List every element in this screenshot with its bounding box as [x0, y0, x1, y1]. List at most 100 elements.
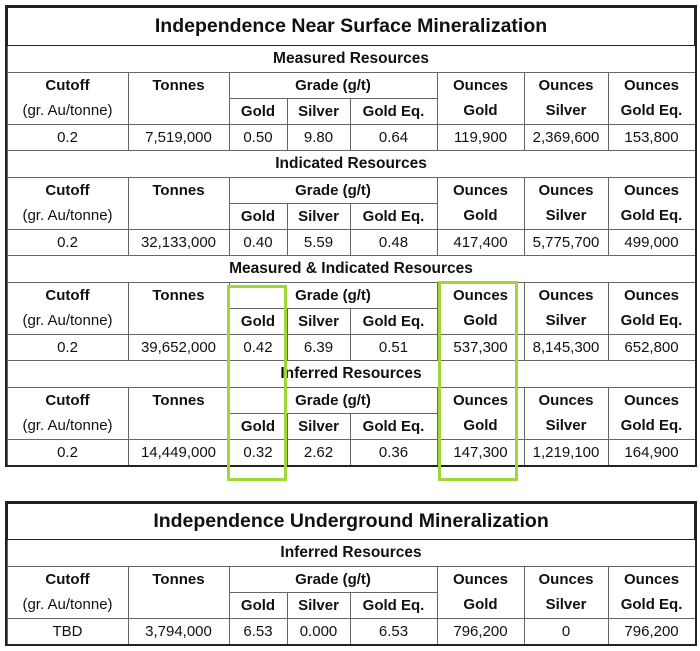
tonnes-header: Tonnes: [127, 281, 230, 308]
oz-silver-cell: 5,775,700: [523, 228, 609, 256]
silver-cell: 5.59: [286, 228, 351, 256]
oz-silver-cell: 1,219,100: [523, 438, 609, 466]
oz-gold-cell: 147,300: [436, 438, 525, 466]
tonnes-cell: 7,519,000: [127, 123, 230, 151]
oz-gold-eq-header: Gold Eq.: [607, 413, 696, 440]
gold-header: Gold: [228, 202, 288, 230]
table-row: TBD 3,794,000 6.53 0.000 6.53 796,200 0 …: [6, 617, 696, 645]
tonnes-header: Tonnes: [127, 565, 230, 592]
oz-silver-cell: 8,145,300: [523, 333, 609, 361]
oz-gold-cell: 119,900: [436, 123, 525, 151]
oz-gold-header: Gold: [436, 203, 525, 230]
cutoff-unit: (gr. Au/tonne): [6, 592, 129, 619]
oz-gold-eq-cell: 796,200: [607, 617, 696, 645]
ounces-header: Ounces: [523, 386, 609, 413]
ounces-header: Ounces: [607, 71, 696, 98]
silver-header: Silver: [286, 202, 351, 230]
tonnes-header: Tonnes: [127, 176, 230, 203]
oz-silver-header: Silver: [523, 98, 609, 125]
table-row: 0.2 7,519,000 0.50 9.80 0.64 119,900 2,3…: [6, 123, 696, 151]
cutoff-header: Cutoff: [6, 71, 129, 98]
ounces-header: Ounces: [436, 565, 525, 592]
gold-eq-header: Gold Eq.: [349, 591, 438, 619]
ounces-header: Ounces: [607, 565, 696, 592]
oz-gold-cell: 796,200: [436, 617, 525, 645]
underground-table: Independence Underground Mineralization …: [4, 501, 698, 646]
ounces-header: Ounces: [523, 176, 609, 203]
cutoff-cell: 0.2: [6, 438, 129, 466]
gold-header: Gold: [228, 307, 288, 335]
oz-gold-header: Gold: [436, 592, 525, 619]
ounces-header: Ounces: [436, 71, 525, 98]
gold-header: Gold: [228, 412, 288, 440]
oz-silver-header: Silver: [523, 203, 609, 230]
oz-gold-header: Gold: [436, 413, 525, 440]
ounces-header: Ounces: [523, 71, 609, 98]
gold-eq-cell: 0.36: [349, 438, 438, 466]
tonnes-header: Tonnes: [127, 386, 230, 413]
ounces-header: Ounces: [436, 176, 525, 203]
gold-cell: 6.53: [228, 617, 288, 645]
grade-header: Grade (g/t): [228, 565, 438, 592]
ounces-header: Ounces: [436, 281, 525, 308]
cutoff-header: Cutoff: [6, 565, 129, 592]
ounces-header: Ounces: [607, 386, 696, 413]
oz-gold-eq-cell: 153,800: [607, 123, 696, 151]
cutoff-unit: (gr. Au/tonne): [6, 413, 129, 440]
gold-cell: 0.32: [228, 438, 288, 466]
oz-gold-eq-cell: 652,800: [607, 333, 696, 361]
oz-silver-cell: 2,369,600: [523, 123, 609, 151]
gold-header: Gold: [228, 591, 288, 619]
ounces-header: Ounces: [607, 176, 696, 203]
ounces-header: Ounces: [523, 565, 609, 592]
oz-silver-header: Silver: [523, 592, 609, 619]
oz-silver-header: Silver: [523, 413, 609, 440]
oz-gold-eq-cell: 164,900: [607, 438, 696, 466]
tonnes-header-blank: [127, 203, 230, 230]
cutoff-unit: (gr. Au/tonne): [6, 308, 129, 335]
near-surface-table: Independence Near Surface Mineralization…: [4, 5, 698, 467]
ounces-header: Ounces: [523, 281, 609, 308]
oz-gold-cell: 417,400: [436, 228, 525, 256]
tonnes-cell: 14,449,000: [127, 438, 230, 466]
gold-eq-header: Gold Eq.: [349, 412, 438, 440]
oz-gold-cell: 537,300: [436, 333, 525, 361]
section-title-inferred: Inferred Resources: [6, 359, 696, 388]
silver-header: Silver: [286, 591, 351, 619]
grade-header: Grade (g/t): [228, 281, 438, 308]
silver-cell: 2.62: [286, 438, 351, 466]
silver-cell: 6.39: [286, 333, 351, 361]
grade-header: Grade (g/t): [228, 71, 438, 98]
gold-eq-cell: 0.51: [349, 333, 438, 361]
tonnes-cell: 3,794,000: [127, 617, 230, 645]
table-row: 0.2 32,133,000 0.40 5.59 0.48 417,400 5,…: [6, 228, 696, 256]
oz-silver-header: Silver: [523, 308, 609, 335]
grade-header: Grade (g/t): [228, 386, 438, 413]
gold-cell: 0.50: [228, 123, 288, 151]
cutoff-unit: (gr. Au/tonne): [6, 98, 129, 125]
tonnes-header: Tonnes: [127, 71, 230, 98]
gold-cell: 0.40: [228, 228, 288, 256]
silver-header: Silver: [286, 97, 351, 125]
gold-header: Gold: [228, 97, 288, 125]
tonnes-header-blank: [127, 592, 230, 619]
cutoff-header: Cutoff: [6, 176, 129, 203]
ounces-header: Ounces: [436, 386, 525, 413]
cutoff-header: Cutoff: [6, 386, 129, 413]
cutoff-unit: (gr. Au/tonne): [6, 203, 129, 230]
gold-eq-cell: 0.64: [349, 123, 438, 151]
cutoff-cell: 0.2: [6, 123, 129, 151]
oz-gold-eq-header: Gold Eq.: [607, 203, 696, 230]
oz-gold-eq-header: Gold Eq.: [607, 98, 696, 125]
gold-eq-header: Gold Eq.: [349, 202, 438, 230]
oz-gold-header: Gold: [436, 308, 525, 335]
table-row: 0.2 39,652,000 0.42 6.39 0.51 537,300 8,…: [6, 333, 696, 361]
gold-eq-header: Gold Eq.: [349, 307, 438, 335]
section-title-inferred: Inferred Resources: [6, 538, 696, 567]
section-title-measured: Measured Resources: [6, 44, 696, 73]
gold-eq-header: Gold Eq.: [349, 97, 438, 125]
silver-header: Silver: [286, 412, 351, 440]
table-row: 0.2 14,449,000 0.32 2.62 0.36 147,300 1,…: [6, 438, 696, 466]
tonnes-cell: 39,652,000: [127, 333, 230, 361]
silver-cell: 9.80: [286, 123, 351, 151]
